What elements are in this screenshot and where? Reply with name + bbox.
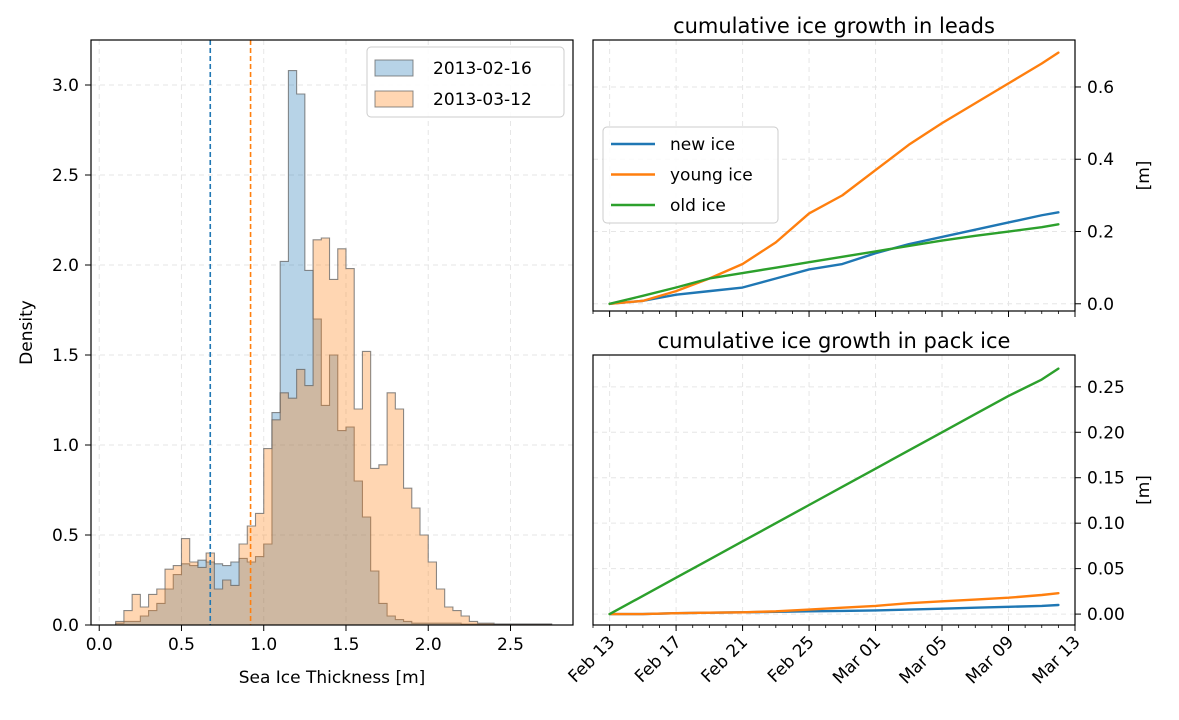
x-tick-label: 2.5 (497, 635, 524, 655)
leads-legend-label-1: new ice (670, 135, 735, 155)
pack-title: cumulative ice growth in pack ice (658, 329, 1011, 353)
leads-y-axis-label: [m] (1134, 161, 1154, 191)
leads-y-tick-label: 0.2 (1087, 223, 1114, 243)
pack-y-tick-label: 0.20 (1087, 423, 1125, 443)
leads-legend-box (602, 126, 779, 224)
histogram-series-2 (115, 237, 553, 626)
leads-line-new-ice (608, 211, 1060, 305)
leads-y-tick-label: 0.6 (1087, 78, 1114, 98)
y-tick-label: 2.5 (52, 166, 79, 186)
x-axis-label: Sea Ice Thickness [m] (239, 668, 426, 688)
leads-line-young-ice (608, 51, 1060, 305)
histogram-series-1 (115, 70, 553, 626)
pack-line-young-ice (608, 591, 1060, 616)
legend-swatch-1 (374, 59, 414, 77)
pack-y-tick-label: 0.00 (1087, 605, 1125, 625)
pack-y-tick-label: 0.05 (1087, 560, 1125, 580)
pack-y-tick-label: 0.10 (1087, 514, 1125, 534)
x-tick-label: 2.0 (415, 635, 442, 655)
y-tick-label: 0.0 (52, 616, 79, 636)
legend-label-1: 2013-02-16 (433, 59, 532, 79)
legend-box (366, 46, 565, 118)
x-tick-label: 0.5 (168, 635, 195, 655)
leads-frame (592, 39, 1076, 312)
x-tick-label: 1.0 (250, 635, 277, 655)
pack-y-axis-label: [m] (1134, 475, 1154, 505)
leads-line-old-ice (608, 223, 1060, 305)
y-tick-label: 0.5 (52, 526, 79, 546)
leads-y-tick-label: 0.0 (1087, 295, 1114, 315)
leads-panel: 0.0 0.2 0.4 0.6 cumulative ice growth in lea… (592, 14, 1154, 317)
leads-legend-label-2: young ice (670, 166, 753, 186)
leads-legend: new ice young ice old ice (602, 126, 779, 224)
y-axis-label: Density (17, 300, 37, 365)
x-tick-label: 0.0 (86, 635, 113, 655)
leads-title: cumulative ice growth in leads (673, 14, 995, 38)
histogram-legend: 2013-02-16 2013-03-12 (366, 46, 565, 118)
leads-legend-label-3: old ice (670, 196, 726, 216)
histogram-panel: 0.0 0.5 1.0 1.5 2.0 2.5 0.0 0.5 1.0 1.5 2.0 2.5 3.0 S… (17, 39, 574, 688)
y-tick-label: 1.0 (52, 436, 79, 456)
pack-frame (592, 354, 1076, 626)
legend-label-2: 2013-03-12 (433, 90, 532, 110)
pack-y-tick-label: 0.15 (1087, 469, 1125, 489)
x-tick-label: 1.5 (332, 635, 359, 655)
legend-swatch-2 (374, 90, 414, 108)
y-tick-label: 3.0 (52, 76, 79, 96)
pack-y-tick-label: 0.25 (1087, 378, 1125, 398)
histogram-frame (90, 39, 574, 626)
leads-y-tick-label: 0.4 (1087, 150, 1114, 170)
pack-line-old-ice (608, 367, 1060, 616)
y-tick-label: 1.5 (52, 346, 79, 366)
y-tick-label: 2.0 (52, 256, 79, 276)
